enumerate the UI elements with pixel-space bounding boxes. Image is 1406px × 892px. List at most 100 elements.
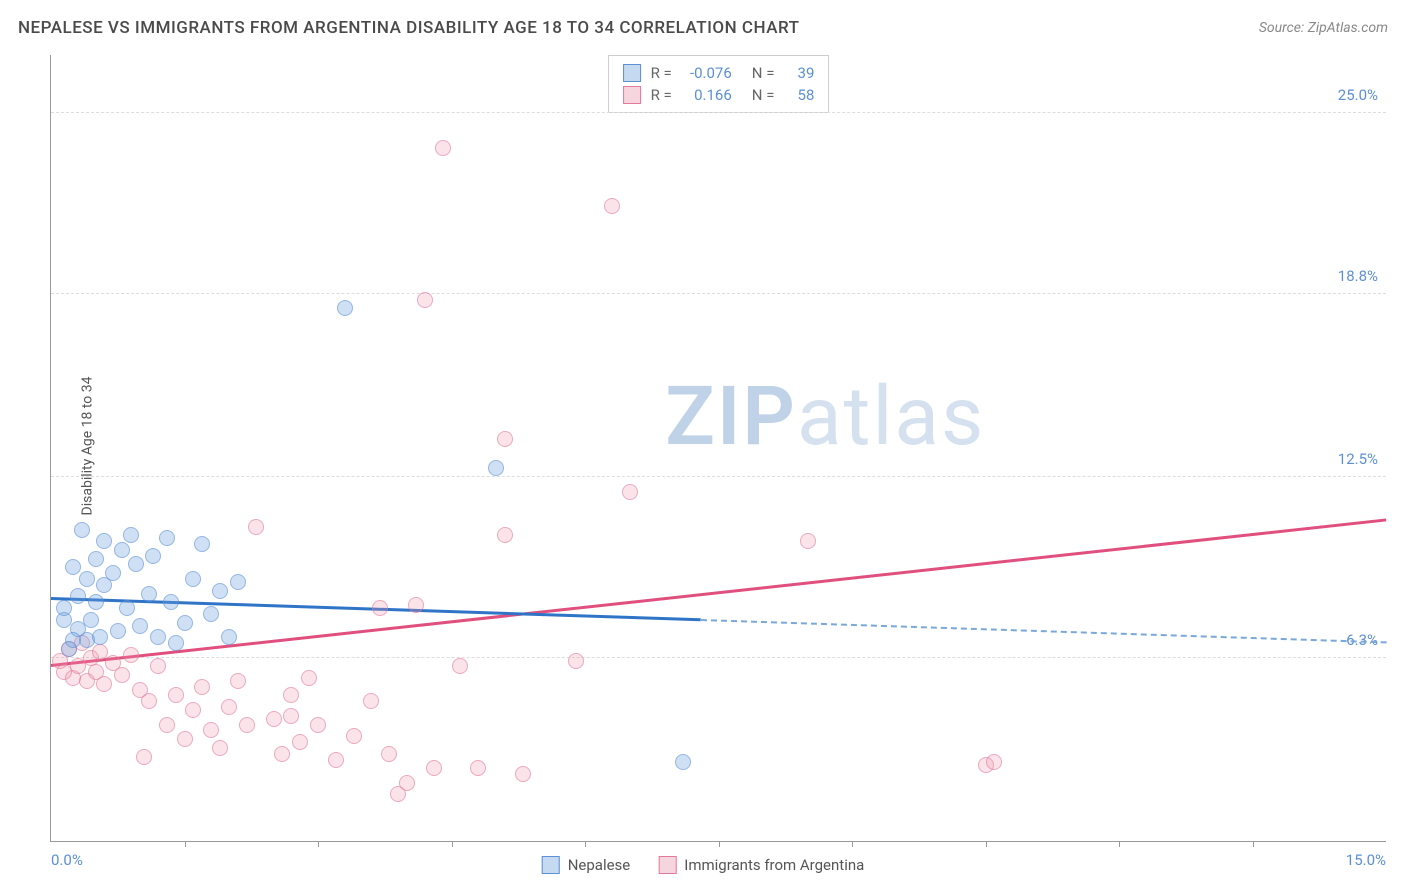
x-tick [719, 841, 720, 847]
data-point [65, 632, 81, 648]
data-point [123, 527, 139, 543]
data-point [346, 728, 362, 744]
grid-line [51, 112, 1386, 113]
data-point [92, 644, 108, 660]
data-point [79, 571, 95, 587]
chart-header: NEPALESE VS IMMIGRANTS FROM ARGENTINA DI… [18, 18, 1388, 38]
data-point [185, 571, 201, 587]
data-point [230, 673, 246, 689]
stats-row-pink: R = 0.166 N = 58 [623, 84, 815, 106]
data-point [74, 522, 90, 538]
data-point [488, 460, 504, 476]
data-point [274, 746, 290, 762]
grid-line [51, 293, 1386, 294]
x-tick [852, 841, 853, 847]
y-tick-label: 12.5% [1338, 450, 1378, 468]
data-point [96, 676, 112, 692]
data-point [168, 635, 184, 651]
data-point [163, 594, 179, 610]
trend-line-dashed [701, 619, 1386, 643]
data-point [159, 530, 175, 546]
scatter-chart: ZIPatlas R = -0.076 N = 39 R = 0.166 N =… [50, 55, 1386, 842]
data-point [194, 536, 210, 552]
data-point [452, 658, 468, 674]
data-point [497, 527, 513, 543]
swatch-blue-icon [542, 856, 560, 874]
data-point [470, 760, 486, 776]
data-point [88, 594, 104, 610]
grid-line [51, 476, 1386, 477]
data-point [168, 687, 184, 703]
x-min-label: 0.0% [51, 851, 83, 869]
data-point [417, 292, 433, 308]
x-tick [585, 841, 586, 847]
n-value-pink: 58 [784, 86, 814, 104]
data-point [221, 629, 237, 645]
stats-legend-box: R = -0.076 N = 39 R = 0.166 N = 58 [608, 55, 830, 113]
data-point [114, 542, 130, 558]
x-tick [1253, 841, 1254, 847]
data-point [96, 533, 112, 549]
x-tick [318, 841, 319, 847]
data-point [123, 647, 139, 663]
data-point [675, 754, 691, 770]
data-point [194, 679, 210, 695]
data-point [141, 586, 157, 602]
data-point [185, 702, 201, 718]
data-point [310, 717, 326, 733]
grid-line [51, 657, 1386, 658]
data-point [604, 198, 620, 214]
data-point [88, 551, 104, 567]
r-value-blue: -0.076 [682, 64, 732, 82]
data-point [92, 629, 108, 645]
data-point [381, 746, 397, 762]
data-point [283, 687, 299, 703]
data-point [203, 606, 219, 622]
y-tick-label: 25.0% [1338, 86, 1378, 104]
data-point [145, 548, 161, 564]
data-point [301, 670, 317, 686]
data-point [266, 711, 282, 727]
data-point [136, 749, 152, 765]
data-point [622, 484, 638, 500]
data-point [56, 600, 72, 616]
data-point [372, 600, 388, 616]
swatch-pink-icon [658, 856, 676, 874]
chart-title: NEPALESE VS IMMIGRANTS FROM ARGENTINA DI… [18, 18, 799, 38]
data-point [114, 667, 130, 683]
data-point [515, 766, 531, 782]
r-value-pink: 0.166 [682, 86, 732, 104]
data-point [70, 588, 86, 604]
x-tick [452, 841, 453, 847]
series-legend: Nepalese Immigrants from Argentina [542, 856, 865, 874]
data-point [159, 717, 175, 733]
data-point [800, 533, 816, 549]
x-max-label: 15.0% [1346, 851, 1386, 869]
data-point [328, 752, 344, 768]
legend-item-blue: Nepalese [542, 856, 631, 874]
data-point [110, 623, 126, 639]
y-tick-label: 18.8% [1338, 267, 1378, 285]
data-point [221, 699, 237, 715]
data-point [150, 658, 166, 674]
data-point [150, 629, 166, 645]
data-point [435, 140, 451, 156]
swatch-blue-icon [623, 64, 641, 82]
x-tick [185, 841, 186, 847]
data-point [177, 731, 193, 747]
data-point [128, 556, 144, 572]
data-point [426, 760, 442, 776]
data-point [399, 775, 415, 791]
x-tick [1119, 841, 1120, 847]
source-attribution: Source: ZipAtlas.com [1259, 20, 1388, 36]
data-point [283, 708, 299, 724]
data-point [497, 431, 513, 447]
data-point [230, 574, 246, 590]
data-point [177, 615, 193, 631]
data-point [203, 722, 219, 738]
data-point [141, 693, 157, 709]
trend-line [51, 518, 1386, 666]
x-tick [986, 841, 987, 847]
legend-item-pink: Immigrants from Argentina [658, 856, 864, 874]
data-point [132, 618, 148, 634]
